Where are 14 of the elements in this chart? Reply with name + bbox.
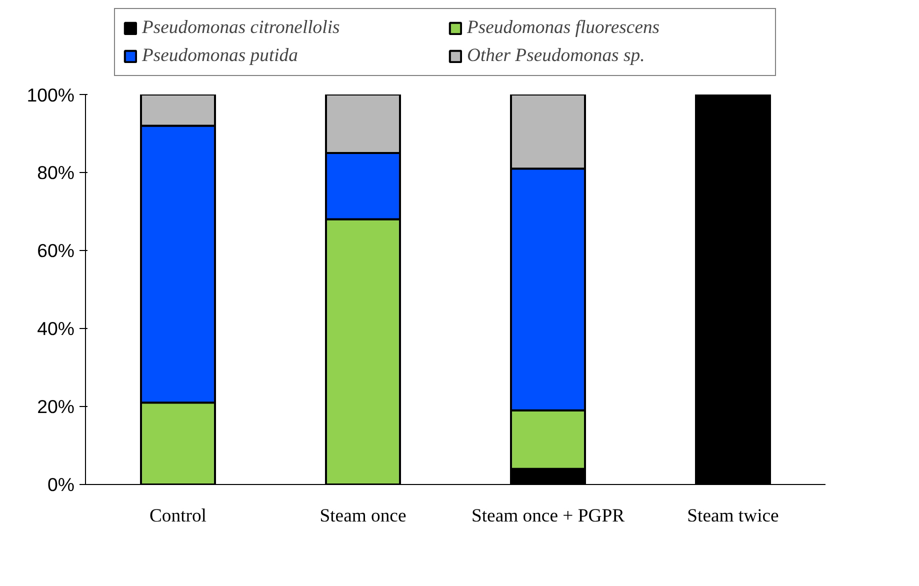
x-tick-label: Steam twice xyxy=(687,506,779,526)
x-tick-label: Control xyxy=(149,506,207,526)
y-tick-label: 60% xyxy=(37,240,75,261)
y-tick-label: 80% xyxy=(37,162,75,183)
y-tick-label: 0% xyxy=(48,474,75,495)
x-tick-label: Steam once + PGPR xyxy=(471,506,626,526)
legend-label: Pseudomonas fluorescens xyxy=(466,17,661,39)
x-tick-label: Steam once xyxy=(320,506,406,526)
legend-label: Other Pseudomonas sp. xyxy=(466,45,646,67)
legend-label: Pseudomonas citronellolis xyxy=(142,17,341,39)
legend-label: Pseudomonas putida xyxy=(142,45,299,67)
y-tick-label: 20% xyxy=(37,396,75,417)
y-tick-label: 100% xyxy=(26,84,75,106)
y-tick-label: 40% xyxy=(37,318,75,339)
